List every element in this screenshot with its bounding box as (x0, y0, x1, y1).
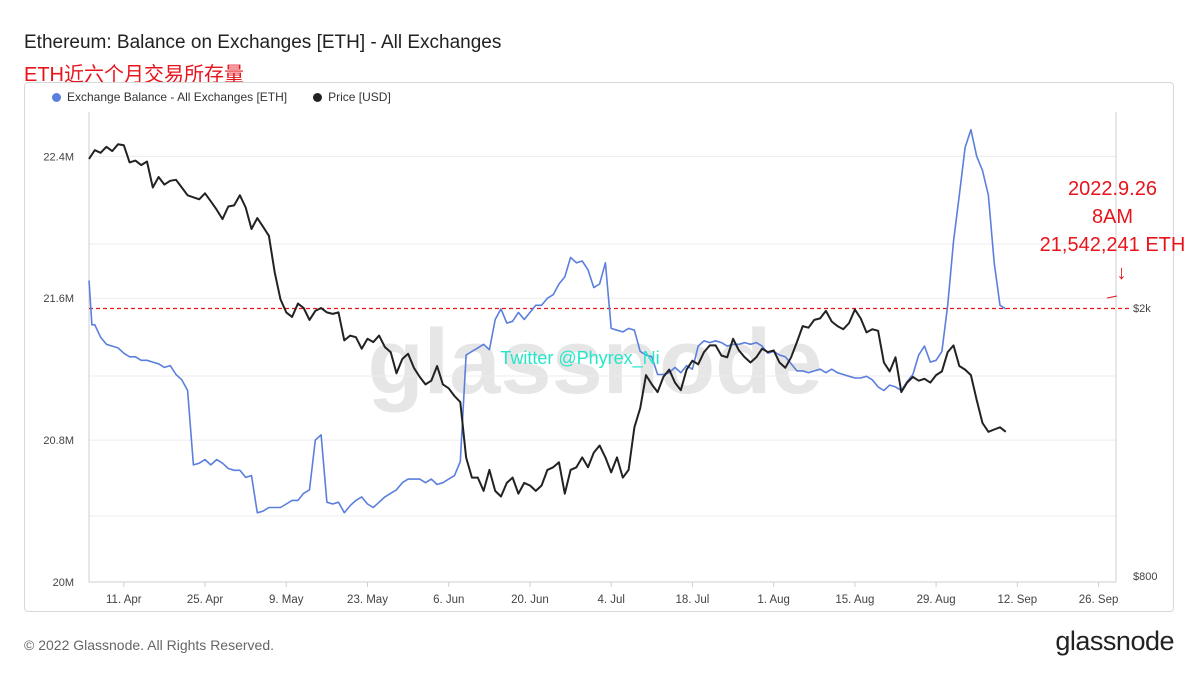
annotation-pointer (1106, 295, 1118, 299)
annotation-time: 8AM (1091, 206, 1134, 228)
legend-dot-icon (313, 92, 323, 102)
x-tick-label: 15. Aug (835, 594, 874, 606)
x-tick-label: 4. Jul (597, 594, 625, 606)
series-line-exchange-balance (88, 128, 1007, 514)
legend-dot-icon (52, 92, 61, 102)
annotation-date: 2022.9.26 (1068, 178, 1157, 200)
x-tick-label: 29. Aug (917, 594, 956, 606)
y-left-tick-label: 21.6M (43, 293, 74, 305)
x-tick-label: 26. Sep (1079, 594, 1119, 606)
watermark: glassnode (367, 311, 822, 413)
x-tick-label: 23. May (347, 594, 388, 606)
chart-frame (24, 82, 1174, 612)
legend: Exchange Balance - All Exchanges [ETH] P… (52, 90, 391, 104)
y-right-tick-label: $800 (1133, 571, 1157, 583)
legend-label: Exchange Balance - All Exchanges [ETH] (67, 90, 288, 104)
chart-title: Ethereum: Balance on Exchanges [ETH] - A… (24, 32, 502, 53)
x-tick-label: 12. Sep (998, 594, 1038, 606)
x-tick-label: 9. May (269, 594, 304, 606)
chart-subtitle: ETH近六个月交易所存量 (24, 64, 244, 86)
legend-item-exchange-balance[interactable]: Exchange Balance - All Exchanges [ETH] (52, 90, 287, 104)
glassnode-logo: glassnode (1055, 626, 1174, 656)
y-right-tick-label: $2k (1133, 303, 1151, 315)
x-tick-label: 18. Jul (675, 594, 709, 606)
legend-item-price[interactable]: Price [USD] (313, 90, 391, 104)
x-tick-label: 25. Apr (187, 594, 224, 606)
y-left-tick-label: 22.4M (43, 151, 74, 163)
legend-label: Price [USD] (328, 90, 391, 104)
annotation-arrow-icon: ↓ (1116, 262, 1127, 284)
y-left-tick-label: 20M (53, 577, 74, 589)
copyright: © 2022 Glassnode. All Rights Reserved. (24, 637, 275, 653)
series-line-price (88, 143, 1007, 498)
twitter-label: Twitter @Phyrex_Ni (500, 348, 659, 369)
x-tick-label: 20. Jun (511, 594, 549, 606)
x-tick-label: 11. Apr (106, 594, 142, 606)
x-tick-label: 1. Aug (757, 594, 790, 606)
x-tick-label: 6. Jun (433, 594, 464, 606)
y-left-tick-label: 20.8M (43, 435, 74, 447)
annotation-value: 21,542,241 ETH (1039, 234, 1186, 256)
annotation: 2022.9.26 8AM 21,542,241 ETH ↓ (1035, 175, 1190, 287)
